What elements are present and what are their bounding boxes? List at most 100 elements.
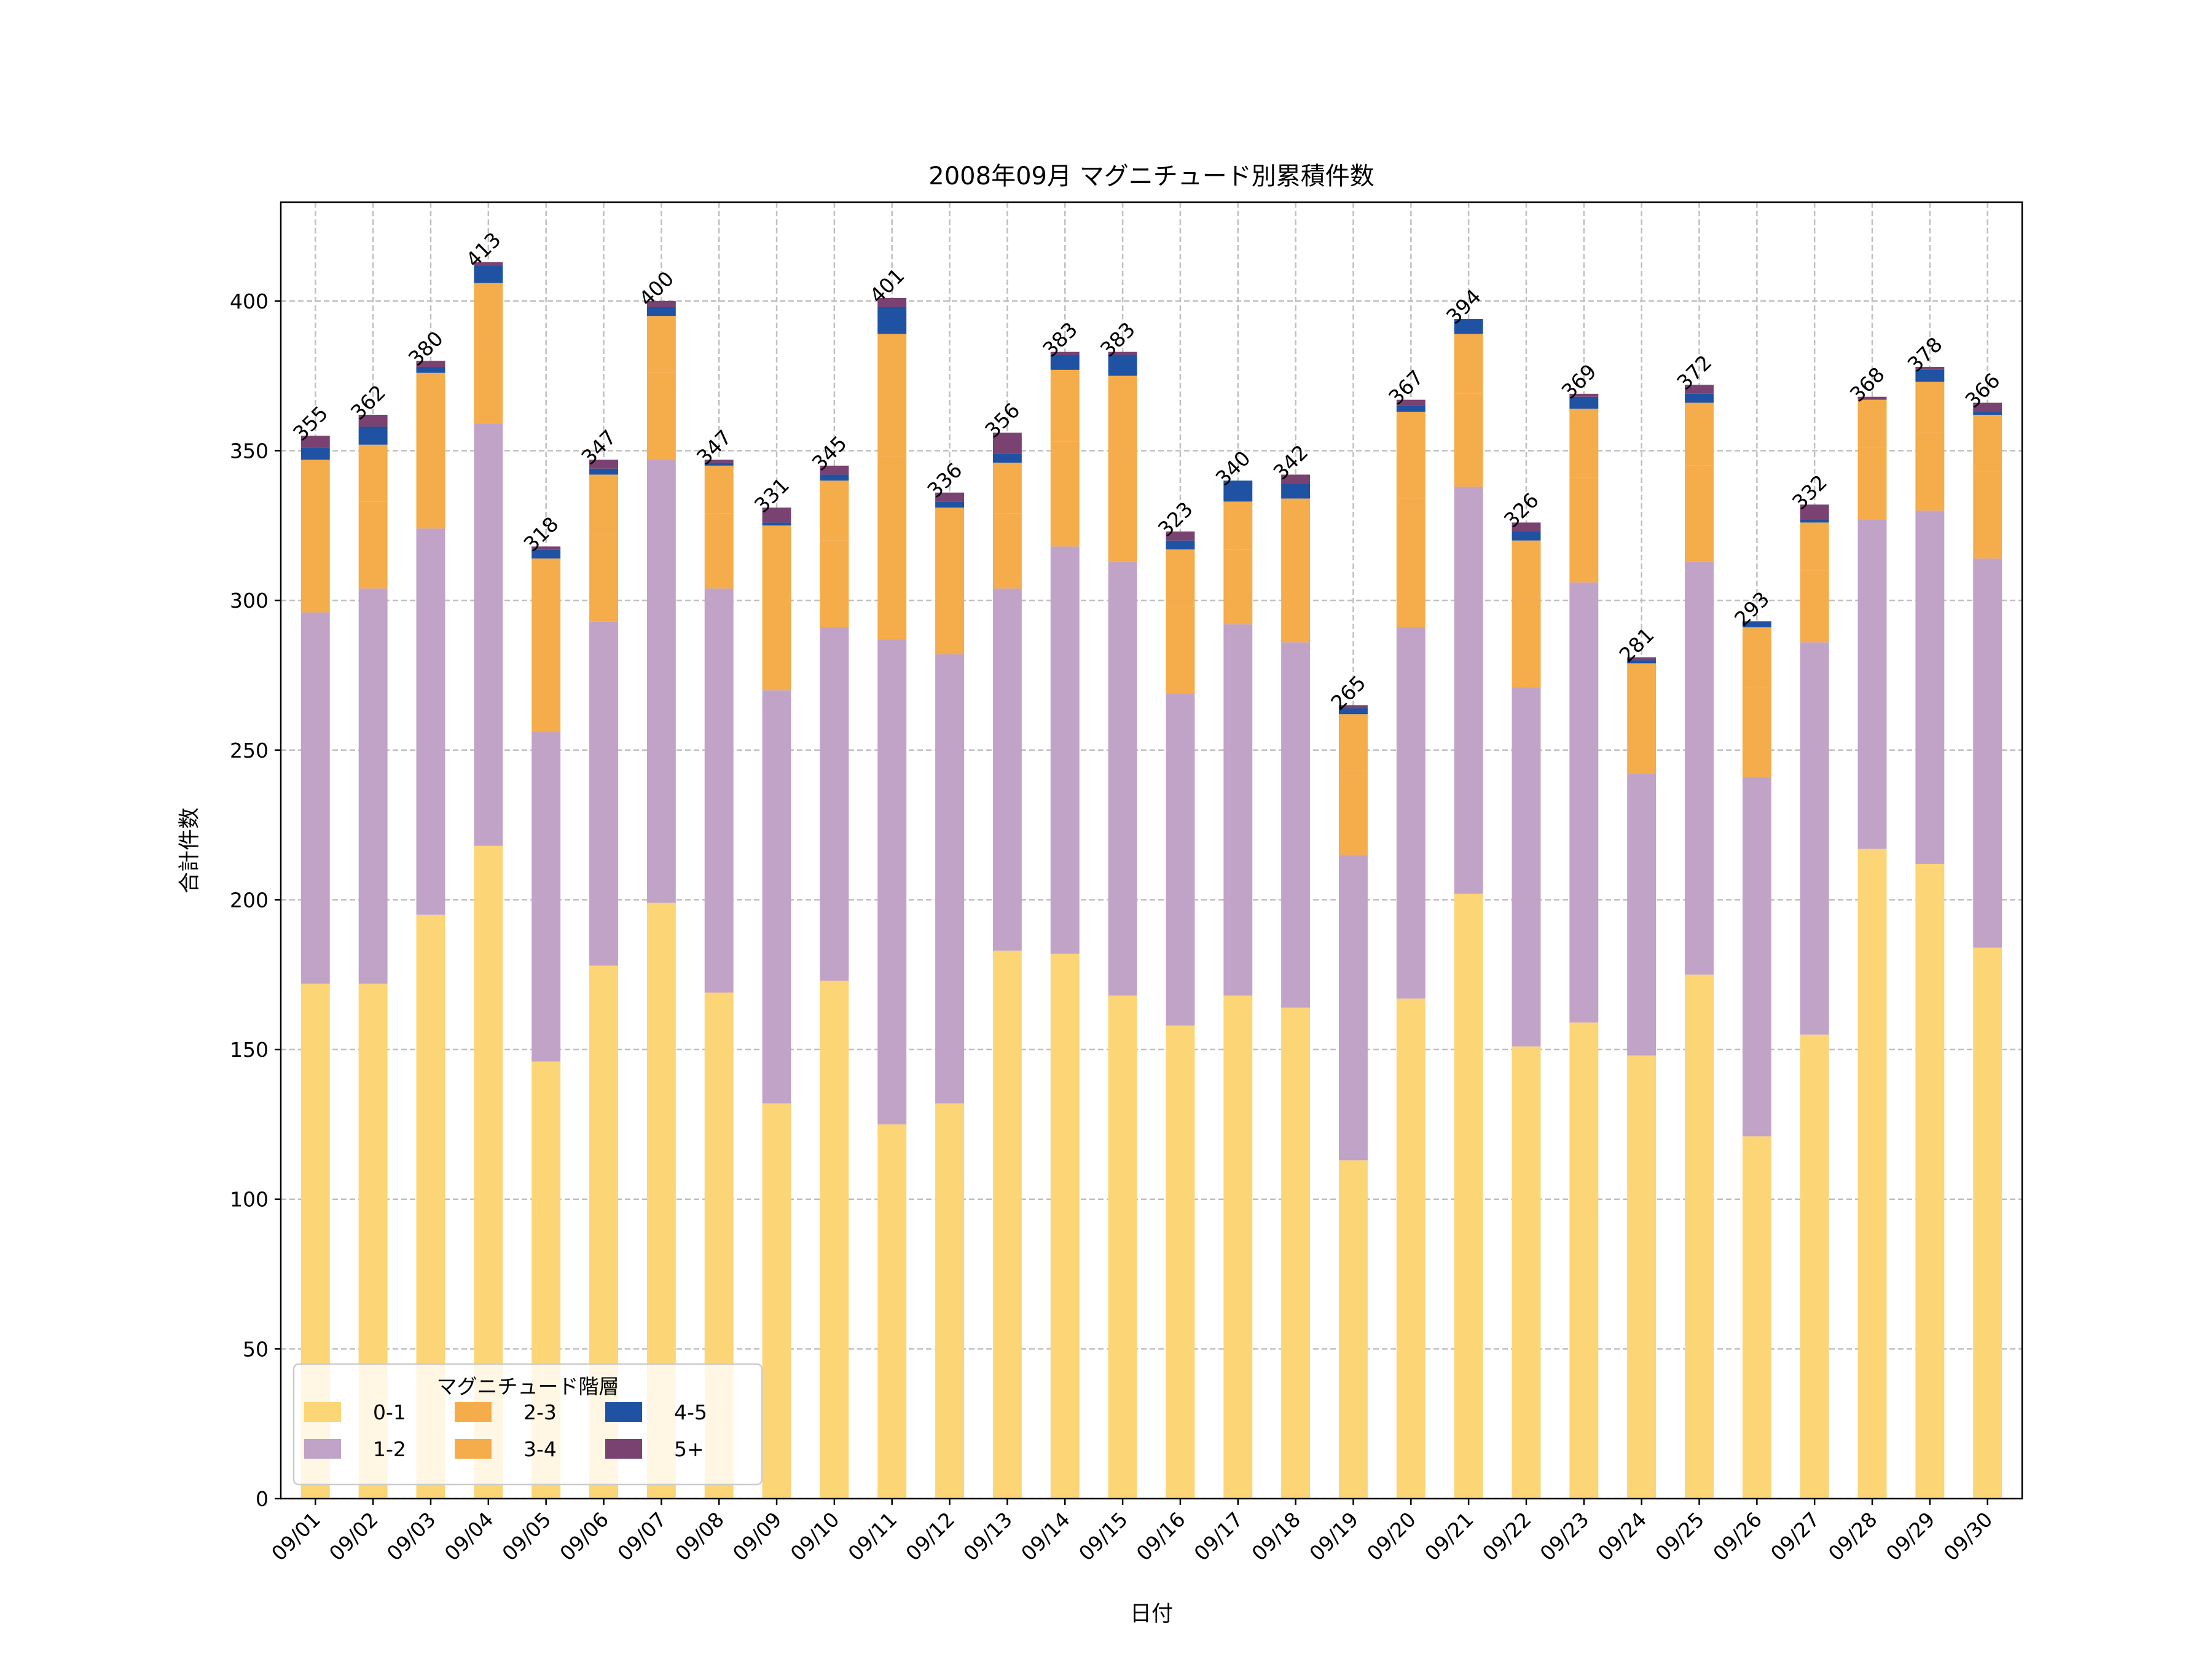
y-tick-label: 150 xyxy=(230,1038,269,1062)
bar-segment-5+ xyxy=(992,433,1022,454)
bar-segment-3-4 xyxy=(762,525,791,592)
legend-swatch xyxy=(304,1402,341,1422)
x-tick-label: 09/19 xyxy=(1304,1507,1363,1566)
bar-segment-0-1 xyxy=(820,980,849,1499)
x-tick-label: 09/21 xyxy=(1420,1507,1478,1566)
x-tick-label: 09/27 xyxy=(1766,1507,1824,1566)
x-tick-label: 09/23 xyxy=(1535,1507,1594,1566)
x-tick-label: 09/30 xyxy=(1939,1507,1998,1566)
bar-segment-3-4 xyxy=(300,460,330,520)
plot-frame xyxy=(280,201,2023,1500)
bar-segment-3-4 xyxy=(1627,663,1657,708)
bar-segment-2-3 xyxy=(1569,477,1599,582)
bar-segment-4-5 xyxy=(1454,319,1483,334)
bar-segment-5+ xyxy=(1166,531,1195,541)
bar-segment-2-3 xyxy=(1857,447,1887,520)
bar-segment-0-1 xyxy=(935,1103,965,1499)
bar-segment-1-2 xyxy=(877,639,907,1124)
x-tick-label: 09/09 xyxy=(728,1507,786,1566)
bar-segment-5+ xyxy=(1627,657,1657,661)
y-axis: 0 50 100 150 200 250 300 350 400 xyxy=(230,289,281,1511)
x-axis-title: 日付 xyxy=(1130,1602,1173,1626)
bar-segment-4-5 xyxy=(1108,355,1137,376)
x-tick-label: 09/12 xyxy=(901,1507,959,1566)
y-tick-label: 50 xyxy=(243,1337,269,1361)
bar-segment-4-5 xyxy=(416,367,445,373)
bar-segment-4-5 xyxy=(1569,396,1599,409)
bar-segment-3-4 xyxy=(1915,382,1945,433)
x-tick-label: 09/13 xyxy=(959,1507,1017,1566)
bar-segment-2-3 xyxy=(1166,606,1195,694)
bar-segment-0-1 xyxy=(1454,893,1483,1499)
bar-segment-3-4 xyxy=(704,465,734,514)
bar-segment-5+ xyxy=(935,492,965,502)
x-axis: 09/01 09/02 09/03 09/04 09/05 09/06 09/07 09/08… xyxy=(267,1499,1997,1566)
legend-swatch xyxy=(455,1402,492,1422)
bar-segment-5+ xyxy=(358,414,388,427)
bar-segment-2-3 xyxy=(877,457,907,640)
legend-entries: 0-1 1-2 2-3 3-4 4-5 5+ xyxy=(304,1400,707,1461)
x-tick-label: 09/14 xyxy=(1016,1507,1075,1566)
bar-segment-2-3 xyxy=(531,627,561,732)
bar-segment-3-4 xyxy=(1050,369,1080,442)
bar-segment-4-5 xyxy=(589,468,618,475)
bar-segment-4-5 xyxy=(1166,540,1195,550)
bar-segment-2-3 xyxy=(1627,708,1657,774)
x-tick-label: 09/10 xyxy=(786,1507,844,1566)
bar-segment-2-3 xyxy=(1685,465,1714,562)
bar-segment-4-5 xyxy=(1050,355,1080,370)
bar-segment-0-1 xyxy=(1223,995,1253,1499)
bar-segment-1-2 xyxy=(1569,582,1599,1023)
bar-segment-1-2 xyxy=(1166,693,1195,1026)
x-tick-label: 09/15 xyxy=(1074,1507,1132,1566)
legend-swatch xyxy=(605,1439,642,1459)
bar-segment-1-2 xyxy=(1338,855,1368,1161)
bar-segment-4-5 xyxy=(1281,484,1311,499)
bar-segment-1-2 xyxy=(416,528,445,915)
bar-segment-2-3 xyxy=(300,519,330,613)
bar-segment-0-1 xyxy=(1396,998,1426,1499)
bar-segment-1-2 xyxy=(820,627,849,981)
bar-segment-2-3 xyxy=(1050,441,1080,547)
chart-title: 2008年09月 マグニチュード別累積件数 xyxy=(928,162,1374,190)
y-tick-label: 0 xyxy=(256,1487,269,1511)
bar-segment-1-2 xyxy=(1857,519,1887,849)
bar-segment-1-2 xyxy=(1915,510,1945,864)
x-tick-label: 09/11 xyxy=(844,1507,902,1566)
bar-segment-4-5 xyxy=(820,474,849,481)
x-tick-label: 09/08 xyxy=(670,1507,729,1566)
bar-segment-0-1 xyxy=(1166,1026,1195,1499)
bar-segment-0-1 xyxy=(1915,863,1945,1499)
bar-segment-4-5 xyxy=(935,501,965,508)
bar-segment-1-2 xyxy=(1050,546,1080,954)
x-tick-label: 09/03 xyxy=(382,1507,441,1566)
bar-segment-1-2 xyxy=(358,588,388,984)
y-tick-label: 350 xyxy=(230,439,269,463)
bar-segment-5+ xyxy=(300,436,330,448)
bar-segment-4-5 xyxy=(1223,480,1253,502)
bars-layer xyxy=(300,262,2002,1499)
legend-swatch xyxy=(304,1439,341,1459)
x-tick-label: 09/20 xyxy=(1362,1507,1421,1566)
bar-segment-5+ xyxy=(820,465,849,475)
bar-segment-3-4 xyxy=(1166,549,1195,606)
bar-segment-3-4 xyxy=(1973,414,2002,472)
y-tick-label: 250 xyxy=(230,739,269,763)
x-tick-label: 09/07 xyxy=(613,1507,671,1566)
x-tick-label: 09/01 xyxy=(267,1507,325,1566)
x-tick-label: 09/02 xyxy=(324,1507,383,1566)
bar-segment-5+ xyxy=(1800,504,1829,520)
bar-segment-4-5 xyxy=(762,522,791,526)
bar-segment-3-4 xyxy=(358,444,388,502)
y-tick-label: 100 xyxy=(230,1188,269,1212)
bar-segment-4-5 xyxy=(1685,393,1714,403)
bar-segment-2-3 xyxy=(1973,471,2002,559)
bar-segment-2-3 xyxy=(1454,393,1483,487)
bar-segment-1-2 xyxy=(1281,642,1311,1008)
bar-segment-5+ xyxy=(704,460,734,463)
bar-segment-5+ xyxy=(1338,705,1368,708)
bar-segment-0-1 xyxy=(1800,1034,1829,1499)
bar-segment-0-1 xyxy=(1512,1046,1541,1499)
bar-segment-0-1 xyxy=(1973,947,2002,1499)
